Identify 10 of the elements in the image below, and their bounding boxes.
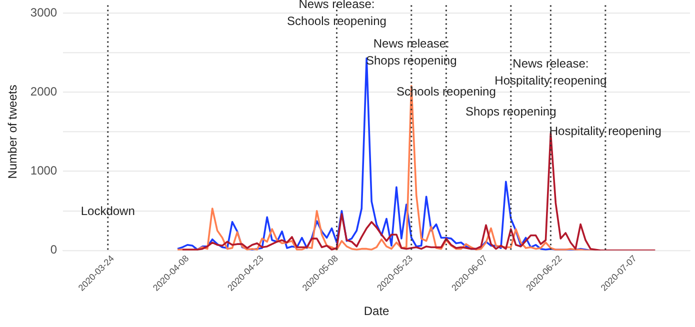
y-tick-label: 2000 <box>30 84 58 99</box>
y-tick-label: 1000 <box>30 164 58 178</box>
y-axis-title: Number of tweets <box>6 84 20 179</box>
annotation: News release: Hospitality reopening <box>494 56 607 88</box>
annotation: Lockdown <box>80 204 135 218</box>
x-axis-title: Date <box>364 304 390 318</box>
y-tick-label: 3000 <box>30 6 58 20</box>
annotation: Shops reopening <box>466 104 556 118</box>
y-tick-label: 0 <box>50 242 58 257</box>
annotation: Hospitality reopening <box>549 124 662 138</box>
